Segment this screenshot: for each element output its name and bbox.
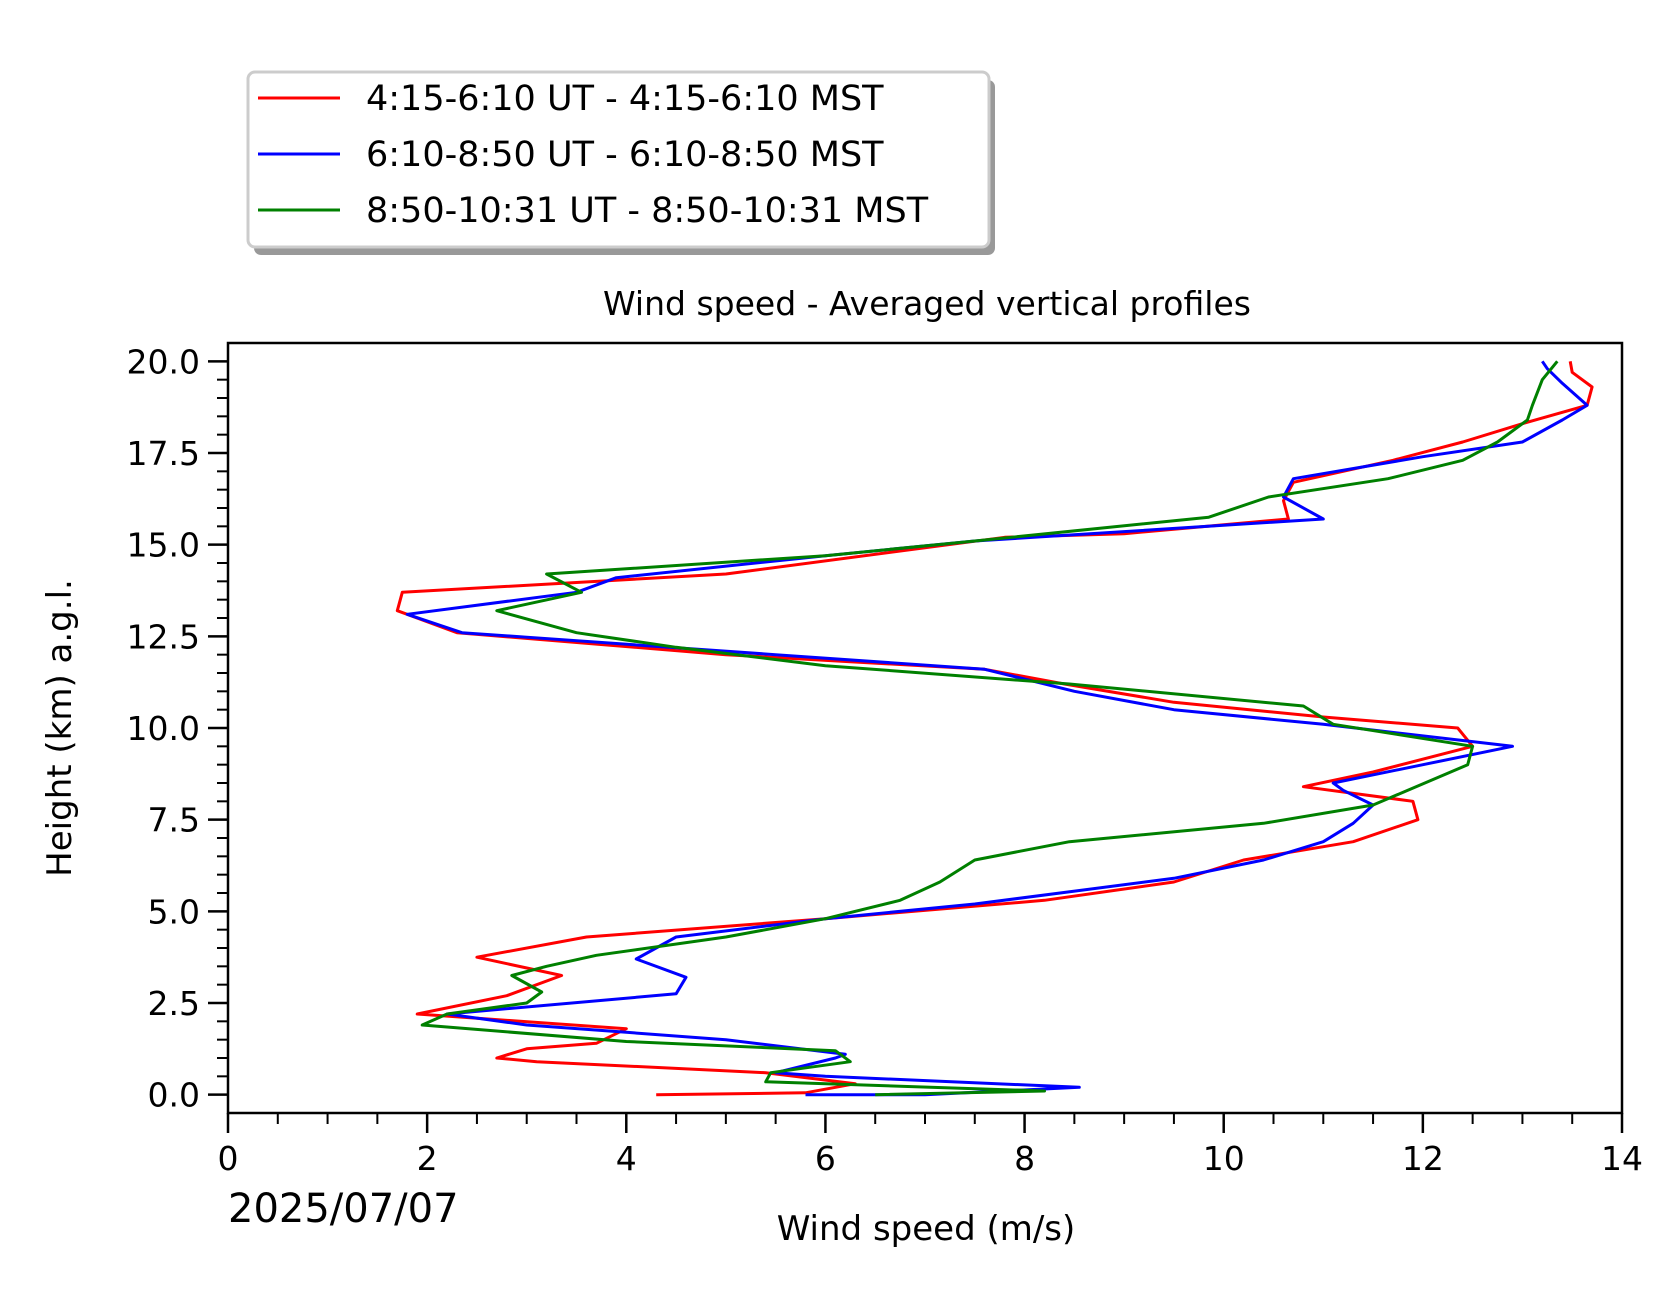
chart-title: Wind speed - Averaged vertical profiles [603, 284, 1251, 323]
x-tick-label: 14 [1601, 1139, 1643, 1178]
y-tick-label: 7.5 [148, 801, 200, 840]
plot-lines [395, 360, 1594, 1097]
legend: 4:15-6:10 UT - 4:15-6:10 MST 6:10-8:50 UT… [246, 70, 995, 255]
y-tick-label: 10.0 [127, 709, 200, 748]
y-axis: 0.0 2.5 5.0 7.5 10.0 12.5 15.0 17.5 20.0 [127, 342, 228, 1115]
y-tick-label: 17.5 [127, 434, 200, 473]
y-tick-label: 12.5 [127, 617, 200, 656]
legend-label-2: 6:10-8:50 UT - 6:10-8:50 MST [366, 135, 884, 175]
x-tick-label: 8 [1014, 1139, 1035, 1178]
x-axis-label: Wind speed (m/s) [777, 1209, 1076, 1249]
y-axis-label: Height (km) a.g.l. [40, 579, 80, 877]
date-label: 2025/07/07 [228, 1186, 459, 1232]
x-tick-label: 4 [616, 1139, 637, 1178]
y-tick-label: 20.0 [127, 342, 200, 381]
y-tick-label: 15.0 [127, 526, 200, 565]
x-tick-label: 2 [417, 1139, 438, 1178]
legend-label-1: 4:15-6:10 UT - 4:15-6:10 MST [366, 79, 884, 119]
y-tick-label: 5.0 [148, 892, 200, 931]
x-tick-label: 6 [815, 1139, 836, 1178]
series-line-1 [395, 361, 1594, 1097]
y-tick-label: 0.0 [148, 1076, 200, 1115]
x-tick-label: 0 [218, 1139, 239, 1178]
series-line-2 [405, 360, 1589, 1097]
series-line-3 [420, 360, 1559, 1097]
x-tick-label: 10 [1203, 1139, 1245, 1178]
legend-entries: 4:15-6:10 UT - 4:15-6:10 MST 6:10-8:50 UT… [258, 79, 929, 231]
x-tick-label: 12 [1402, 1139, 1444, 1178]
y-tick-label: 2.5 [148, 984, 200, 1023]
legend-frame [246, 70, 991, 249]
x-axis: 0 2 4 6 8 10 12 14 [218, 1113, 1643, 1178]
legend-label-3: 8:50-10:31 UT - 8:50-10:31 MST [366, 191, 929, 231]
